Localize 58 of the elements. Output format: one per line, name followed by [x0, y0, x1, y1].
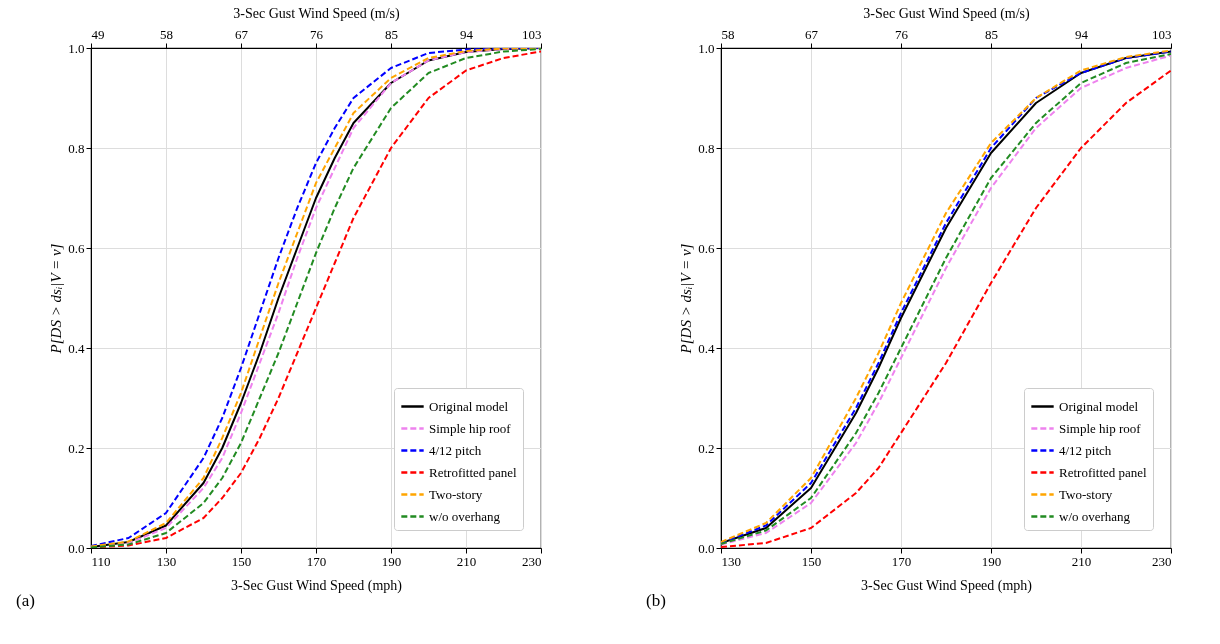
x-tick-label: 150: [231, 553, 252, 569]
x-tick-label: 190: [381, 553, 402, 569]
legend-label: 4/12 pitch: [429, 442, 482, 458]
legend-label: Retrofitted panel: [429, 464, 518, 480]
x2-tick-label: 58: [160, 26, 173, 42]
x2-tick-label: 67: [805, 26, 819, 42]
x-tick-label: 230: [522, 553, 542, 569]
x-tick-label: 170: [891, 553, 912, 569]
y-axis-title: P[DS > dsᵢ|V = v]: [678, 243, 695, 355]
legend-label: Two-story: [429, 486, 483, 502]
x-tick-label: 210: [1071, 553, 1092, 569]
legend-label: Original model: [429, 398, 509, 414]
x2-tick-label: 85: [985, 26, 998, 42]
y-tick-label: 1.0: [68, 40, 85, 56]
x2-axis-title: 3-Sec Gust Wind Speed (m/s): [233, 5, 401, 22]
x2-tick-label: 94: [460, 26, 474, 42]
x-tick-label: 210: [456, 553, 477, 569]
x-tick-label: 130: [721, 553, 741, 569]
x-axis-title: 3-Sec Gust Wind Speed (mph): [860, 577, 1033, 594]
legend-label: Simple hip roof: [1059, 420, 1142, 436]
y-tick-label: 0.0: [68, 540, 85, 556]
x-tick-label: 190: [981, 553, 1002, 569]
y-tick-label: 0.4: [68, 340, 85, 356]
x2-tick-label: 49: [91, 26, 105, 42]
y-tick-label: 0.6: [68, 240, 85, 256]
y-axis-title: P[DS > dsᵢ|V = v]: [48, 243, 65, 355]
y-tick-label: 0.8: [68, 140, 85, 156]
legend-label: Original model: [1059, 398, 1139, 414]
y-tick-label: 0.8: [698, 140, 715, 156]
y-tick-label: 0.0: [698, 540, 715, 556]
legend-label: w/o overhang: [429, 508, 501, 524]
x-tick-label: 170: [306, 553, 327, 569]
text: (b): [646, 591, 666, 610]
x2-tick-label: 94: [1075, 26, 1089, 42]
legend-label: Simple hip roof: [429, 420, 512, 436]
y-tick-label: 0.2: [68, 440, 85, 456]
x2-tick-label: 103: [522, 26, 542, 42]
y-tick-label: 1.0: [698, 40, 715, 56]
text: (a): [16, 591, 35, 610]
x-axis-title: 3-Sec Gust Wind Speed (mph): [230, 577, 403, 594]
x2-tick-label: 67: [235, 26, 249, 42]
x2-tick-label: 58: [721, 26, 735, 42]
y-tick-label: 0.6: [698, 240, 715, 256]
legend-label: 4/12 pitch: [1059, 442, 1112, 458]
x-tick-label: 110: [91, 553, 111, 569]
y-tick-label: 0.2: [698, 440, 715, 456]
x-tick-label: 230: [1152, 553, 1172, 569]
x2-axis-title: 3-Sec Gust Wind Speed (m/s): [863, 5, 1031, 22]
x2-tick-label: 76: [895, 26, 909, 42]
x2-tick-label: 76: [310, 26, 324, 42]
legend-label: Two-story: [1059, 486, 1113, 502]
y-tick-label: 0.4: [698, 340, 715, 356]
x2-tick-label: 85: [385, 26, 398, 42]
legend-label: w/o overhang: [1059, 508, 1131, 524]
x2-tick-label: 103: [1152, 26, 1172, 42]
x-tick-label: 130: [156, 553, 177, 569]
legend-label: Retrofitted panel: [1059, 464, 1148, 480]
x-tick-label: 150: [801, 553, 822, 569]
